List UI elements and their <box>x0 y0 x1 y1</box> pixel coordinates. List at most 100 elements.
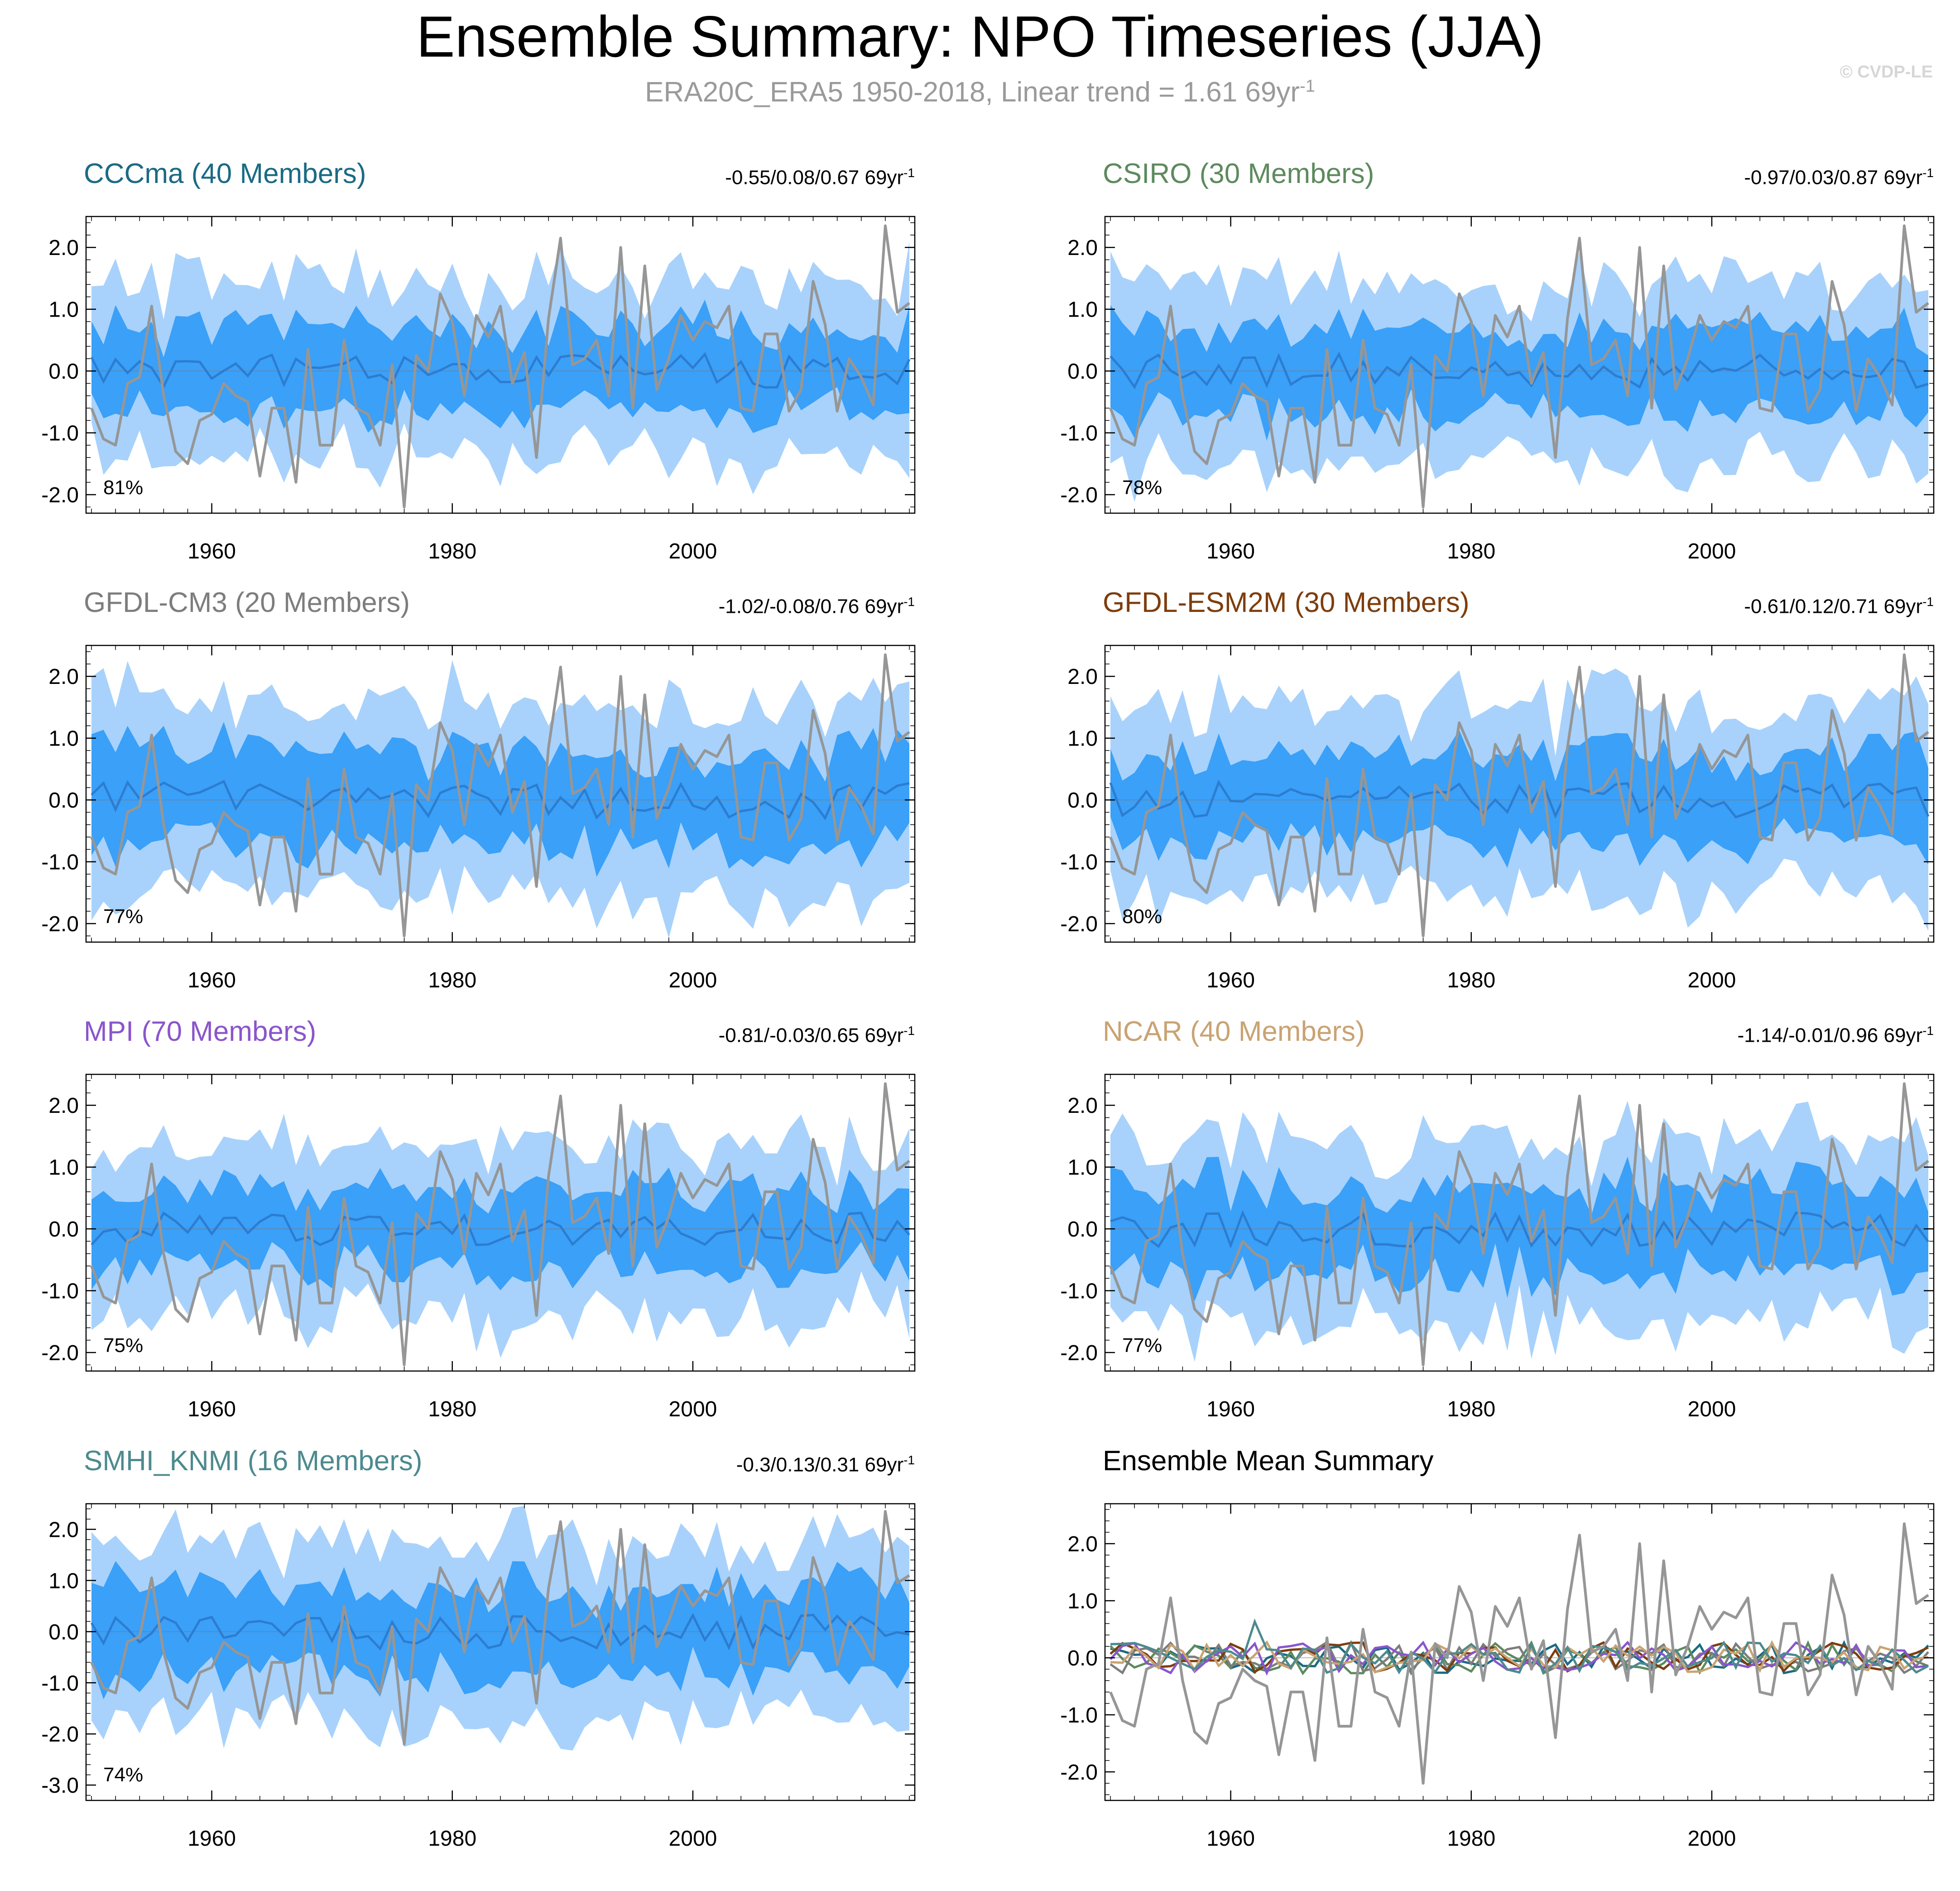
plot-area: 2.0 1.0 0.0 -1.0 -2.0 -3.0 1960 1980 2000 74% <box>41 1503 916 1851</box>
ensemble-mean-line <box>1109 779 1930 819</box>
percent-label: 77% <box>1122 1334 1162 1357</box>
panel-title: CCCma (40 Members) <box>84 158 366 189</box>
panel-title: GFDL-CM3 (20 Members) <box>84 587 410 618</box>
x-tick-label: 2000 <box>669 1397 717 1421</box>
y-tick-label: -1.0 <box>41 422 79 446</box>
panel-chart: 2.0 1.0 0.0 -1.0 -2.0 -3.0 1960 1980 2000 74% <box>41 1503 916 1851</box>
subtitle-superscript: -1 <box>1300 77 1315 96</box>
percent-label: 74% <box>103 1764 143 1786</box>
y-tick-label: 2.0 <box>48 1094 79 1118</box>
y-tick-label: 2.0 <box>48 236 79 260</box>
panel-chart: 2.0 1.0 0.0 -1.0 -2.0 1960 1980 2000 77% <box>1060 1073 1935 1421</box>
x-tick-label: 1960 <box>1206 1827 1255 1851</box>
x-tick-label: 2000 <box>669 539 717 563</box>
page-subtitle: ERA20C_ERA5 1950-2018, Linear trend = 1.… <box>0 76 1960 108</box>
percent-label: 75% <box>103 1334 143 1357</box>
percent-label: 77% <box>103 905 143 928</box>
panel-trend-text: -1.02/-0.08/0.76 69yr-1 <box>718 595 915 618</box>
y-tick-label: 0.0 <box>1067 1646 1098 1670</box>
ensemble-mean-line <box>91 779 910 821</box>
panel-chart: 2.0 1.0 0.0 -1.0 -2.0 1960 1980 2000 81% <box>41 216 916 563</box>
y-tick-label: 0.0 <box>1067 1217 1098 1241</box>
y-tick-label: -2.0 <box>41 1723 79 1747</box>
x-tick-label: 2000 <box>669 1827 717 1851</box>
y-tick-label: 0.0 <box>48 1217 79 1241</box>
x-tick-label: 1960 <box>187 1827 236 1851</box>
panel-title: NCAR (40 Members) <box>1103 1016 1365 1047</box>
plot-area: 2.0 1.0 0.0 -1.0 -2.0 1960 1980 2000 78% <box>1060 216 1935 563</box>
y-tick-label: 1.0 <box>1067 1589 1098 1613</box>
plot-area: 2.0 1.0 0.0 -1.0 -2.0 1960 1980 2000 77% <box>41 645 916 992</box>
inner-spread-band <box>91 299 909 433</box>
y-tick-label: -1.0 <box>41 851 79 875</box>
x-tick-label: 1960 <box>187 1397 236 1421</box>
plot-area: 2.0 1.0 0.0 -1.0 -2.0 1960 1980 2000 80% <box>1060 645 1935 992</box>
x-tick-label: 1980 <box>428 539 476 563</box>
inner-spread-band <box>91 722 909 877</box>
panel-trend-text: -0.61/0.12/0.71 69yr-1 <box>1744 595 1934 618</box>
y-tick-label: -2.0 <box>1060 1341 1098 1365</box>
y-tick-label: -2.0 <box>41 912 79 936</box>
y-tick-label: 0.0 <box>48 360 79 384</box>
y-tick-label: 0.0 <box>1067 360 1098 384</box>
panel-trend-text: -0.3/0.13/0.31 69yr-1 <box>736 1453 915 1476</box>
panel-chart: 2.0 1.0 0.0 -1.0 -2.0 1960 1980 2000 78% <box>1060 216 1935 563</box>
model-mean-line <box>1110 1640 1929 1674</box>
panel-trend-text: -1.14/-0.01/0.96 69yr-1 <box>1737 1024 1934 1047</box>
x-tick-label: 1980 <box>428 1397 476 1421</box>
x-tick-label: 2000 <box>1688 1827 1736 1851</box>
model-mean-line <box>1110 1618 1929 1674</box>
plot-area: 2.0 1.0 0.0 -1.0 -2.0 1960 1980 2000 77% <box>1060 1073 1935 1421</box>
inner-spread-band <box>1110 730 1928 868</box>
y-tick-label: -2.0 <box>1060 483 1098 507</box>
observed-line <box>90 1082 910 1367</box>
y-tick-label: -1.0 <box>1060 1280 1098 1304</box>
y-tick-label: 1.0 <box>48 1569 79 1593</box>
observed-line <box>1109 1522 1929 1785</box>
y-tick-label: 2.0 <box>48 665 79 689</box>
x-tick-label: 1960 <box>1206 968 1255 992</box>
observed-line <box>1109 1082 1929 1367</box>
y-tick-label: 2.0 <box>1067 236 1098 260</box>
y-tick-label: 2.0 <box>1067 1532 1098 1556</box>
percent-label: 80% <box>1122 905 1162 928</box>
x-tick-label: 1960 <box>1206 1397 1255 1421</box>
ensemble-mean-line <box>1110 1210 1930 1249</box>
y-tick-label: 1.0 <box>1067 1156 1098 1180</box>
plot-area: 2.0 1.0 0.0 -1.0 -2.0 1960 1980 2000 <box>1060 1503 1935 1851</box>
y-tick-label: -2.0 <box>41 1341 79 1365</box>
y-tick-label: -1.0 <box>41 1671 79 1695</box>
x-tick-label: 1980 <box>1447 1397 1495 1421</box>
observed-line <box>90 653 910 938</box>
x-tick-label: 2000 <box>1688 968 1736 992</box>
percent-label: 78% <box>1122 476 1162 499</box>
y-tick-label: -2.0 <box>1060 1761 1098 1785</box>
panel-title: GFDL-ESM2M (30 Members) <box>1103 587 1470 618</box>
y-tick-label: 0.0 <box>48 1620 79 1644</box>
ensemble-mean-line <box>1110 351 1929 390</box>
ensemble-mean-line <box>90 352 911 389</box>
y-tick-label: 2.0 <box>1067 665 1098 689</box>
y-tick-label: -3.0 <box>41 1774 79 1798</box>
inner-spread-band <box>91 1561 909 1699</box>
y-tick-label: -1.0 <box>1060 851 1098 875</box>
model-mean-line <box>1110 1641 1929 1676</box>
panel-chart: 2.0 1.0 0.0 -1.0 -2.0 1960 1980 2000 80% <box>1060 645 1935 992</box>
panel-chart: 2.0 1.0 0.0 -1.0 -2.0 1960 1980 2000 <box>1060 1503 1935 1851</box>
x-tick-label: 2000 <box>1688 1397 1736 1421</box>
percent-label: 81% <box>103 476 143 499</box>
y-tick-label: 1.0 <box>1067 298 1098 322</box>
panel-chart: 2.0 1.0 0.0 -1.0 -2.0 1960 1980 2000 77% <box>41 645 916 992</box>
x-tick-label: 1960 <box>187 968 236 992</box>
y-tick-label: -1.0 <box>1060 1703 1098 1727</box>
x-tick-label: 1980 <box>428 968 476 992</box>
x-tick-label: 1980 <box>1447 968 1495 992</box>
page-title: Ensemble Summary: NPO Timeseries (JJA) <box>416 5 1544 69</box>
observed-line <box>90 1510 910 1746</box>
watermark: © CVDP-LE <box>1840 63 1933 82</box>
plot-area: 2.0 1.0 0.0 -1.0 -2.0 1960 1980 2000 75% <box>41 1073 916 1421</box>
y-tick-label: -1.0 <box>1060 422 1098 446</box>
y-tick-label: -2.0 <box>41 483 79 507</box>
y-tick-label: 1.0 <box>48 727 79 751</box>
ensemble-mean-line <box>91 1211 910 1246</box>
